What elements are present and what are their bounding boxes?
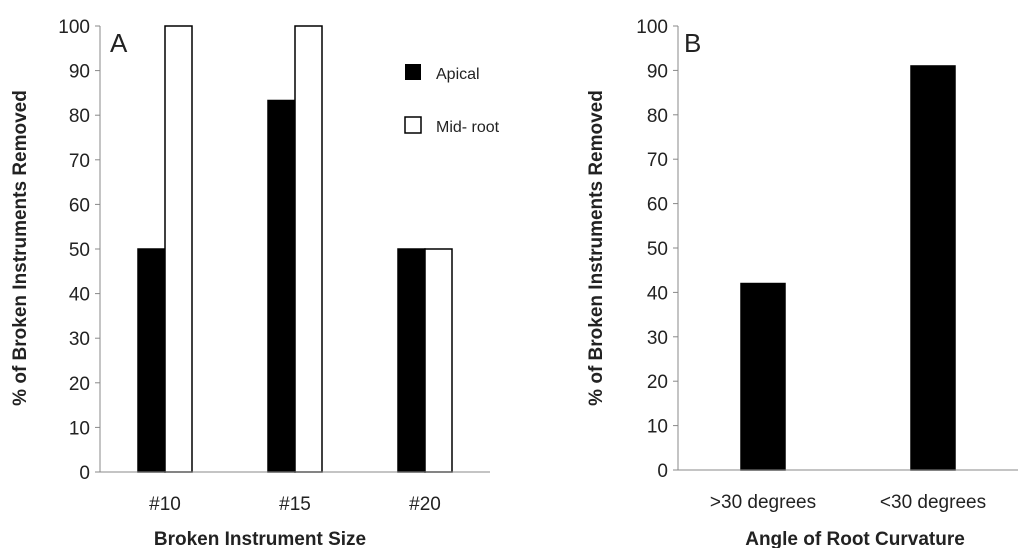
x-tick-label: >30 degrees	[710, 492, 816, 513]
y-tick-label: 100	[58, 17, 90, 38]
bar-mid-root-1	[294, 25, 323, 473]
y-axis-title-a: % of Broken Instruments Removed	[10, 90, 31, 406]
y-ticks-a: 0 10 20 30 40 50 60 70 80 90 100	[58, 17, 100, 484]
y-tick-label: 20	[69, 374, 90, 395]
y-tick-label: 10	[647, 417, 668, 438]
legend-swatch-apical	[405, 64, 421, 80]
bar-apical-1	[267, 99, 296, 473]
x-tick-label: #20	[409, 494, 441, 515]
bars-b	[740, 65, 956, 471]
x-tick-label: <30 degrees	[880, 492, 986, 513]
y-tick-label: 100	[636, 17, 668, 38]
bars-a	[137, 25, 453, 473]
y-tick-label: 50	[647, 239, 668, 260]
legend-swatch-mid-root	[404, 116, 422, 134]
y-ticks-b: 0 10 20 30 40 50 60 70 80 90 100	[636, 17, 678, 482]
y-tick-label: 10	[69, 418, 90, 439]
y-tick-label: 30	[647, 328, 668, 349]
y-tick-label: 20	[647, 372, 668, 393]
bar-mid-root-2	[424, 248, 453, 473]
panel-label-a: A	[110, 28, 128, 58]
y-tick-label: 50	[69, 240, 90, 261]
y-tick-label: 30	[69, 329, 90, 350]
panel-label-b: B	[684, 28, 701, 58]
legend-a: Apical Mid- root	[404, 64, 500, 136]
y-tick-label: 60	[647, 195, 668, 216]
x-axis-title-b: Angle of Root Curvature	[745, 529, 965, 548]
y-tick-label: 90	[69, 62, 90, 83]
x-axis-title-a: Broken Instrument Size	[154, 529, 366, 548]
y-tick-label: 90	[647, 61, 668, 82]
x-tick-labels-a: #10 #15 #20	[149, 494, 441, 515]
bar-apical-2	[397, 248, 426, 473]
bar-series-1	[910, 65, 956, 471]
y-tick-label: 70	[647, 150, 668, 171]
bar-series-0	[740, 282, 786, 471]
chart-panel-b: B % of Broken Instruments Removed Angle …	[586, 17, 1018, 548]
y-tick-label: 40	[69, 285, 90, 306]
bar-mid-root-0	[164, 25, 193, 473]
y-tick-label: 0	[79, 463, 90, 484]
y-tick-label: 80	[647, 106, 668, 127]
y-tick-label: 80	[69, 106, 90, 127]
x-tick-label: #15	[279, 494, 311, 515]
y-axis-title-b: % of Broken Instruments Removed	[586, 90, 607, 406]
y-tick-label: 40	[647, 283, 668, 304]
y-tick-label: 70	[69, 151, 90, 172]
y-tick-label: 0	[657, 461, 668, 482]
legend-label-mid-root: Mid- root	[436, 119, 500, 136]
x-tick-labels-b: >30 degrees <30 degrees	[710, 492, 986, 513]
x-tick-label: #10	[149, 494, 181, 515]
bar-apical-0	[137, 248, 166, 473]
y-tick-label: 60	[69, 195, 90, 216]
chart-panel-a: A % of Broken Instruments Removed Broken…	[10, 17, 500, 548]
legend-label-apical: Apical	[436, 66, 480, 83]
